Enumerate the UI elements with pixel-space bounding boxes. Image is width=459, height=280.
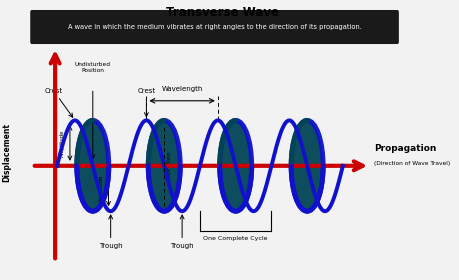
Text: Trough: Trough [170, 215, 194, 249]
Text: Wavelength: Wavelength [161, 85, 202, 92]
Text: Displacement: Displacement [2, 123, 11, 182]
Ellipse shape [291, 120, 323, 211]
Ellipse shape [77, 120, 109, 211]
FancyBboxPatch shape [30, 10, 398, 44]
Text: (Direction of Wave Travel): (Direction of Wave Travel) [373, 161, 449, 166]
Text: A wave in which the medium vibrates at right angles to the direction of its prop: A wave in which the medium vibrates at r… [67, 24, 361, 30]
Text: Crest: Crest [137, 88, 155, 116]
Ellipse shape [148, 120, 180, 211]
Text: One Complete Cycle: One Complete Cycle [203, 236, 268, 241]
Text: Undisturbed
Position: Undisturbed Position [75, 62, 111, 73]
Text: Propagation: Propagation [373, 144, 436, 153]
Text: Amplitude: Amplitude [99, 175, 104, 202]
Text: Trough: Trough [99, 215, 122, 249]
Text: Crest: Crest [45, 88, 73, 117]
Ellipse shape [219, 120, 251, 211]
Text: Vibration: Vibration [166, 150, 171, 179]
Text: Amplitude: Amplitude [60, 129, 65, 157]
Text: Transverse Wave: Transverse Wave [166, 6, 278, 19]
